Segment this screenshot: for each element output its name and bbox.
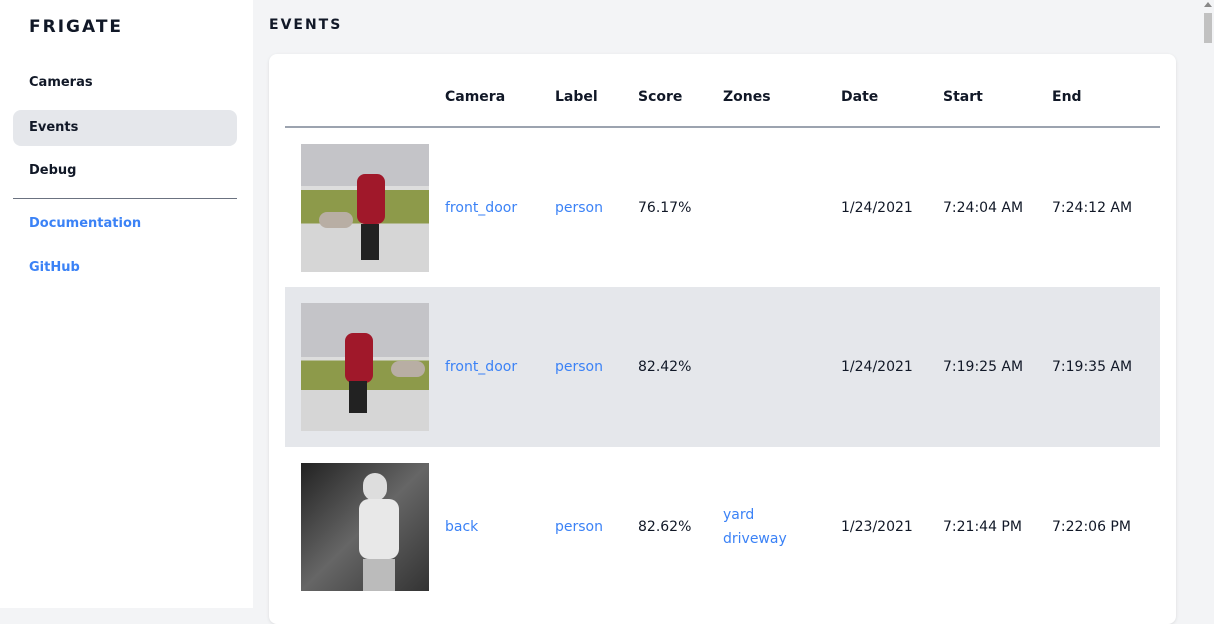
zone-link[interactable]: yard (723, 507, 755, 523)
event-thumbnail[interactable] (301, 463, 429, 591)
event-thumbnail[interactable] (301, 303, 429, 431)
date: 1/24/2021 (841, 199, 913, 216)
score: 76.17% (638, 199, 692, 216)
end-time: 7:19:35 AM (1052, 287, 1160, 447)
sidebar: FRIGATE Cameras Events Debug Documentati… (0, 0, 253, 608)
zones (723, 287, 841, 447)
label-link[interactable]: person (555, 287, 638, 447)
camera-link[interactable]: back (445, 519, 479, 535)
sidebar-item-debug[interactable]: Debug (29, 163, 77, 178)
documentation-link[interactable]: Documentation (29, 216, 142, 231)
scrollbar-thumb[interactable] (1204, 13, 1212, 43)
events-card: Camera Label Score Zones Date Start End … (269, 54, 1176, 624)
header-zones: Zones (723, 54, 841, 128)
sidebar-item-events[interactable]: Events (13, 110, 237, 146)
camera-link[interactable]: front_door (445, 199, 518, 216)
label-link[interactable]: person (555, 519, 603, 535)
end-time: 7:24:12 AM (1052, 199, 1133, 216)
scrollbar[interactable] (1202, 0, 1214, 608)
score: 82.62% (638, 519, 692, 535)
end-time: 7:22:06 PM (1052, 519, 1131, 535)
zone-link[interactable]: driveway (723, 531, 787, 547)
score: 82.42% (638, 287, 723, 447)
date: 1/24/2021 (841, 287, 943, 447)
scroll-up-icon[interactable] (1204, 2, 1212, 7)
header-thumbnail (285, 54, 445, 128)
header-start: Start (943, 54, 1052, 128)
header-camera: Camera (445, 54, 555, 128)
start-time: 7:21:44 PM (943, 519, 1022, 535)
app-logo: FRIGATE (29, 17, 124, 37)
github-link[interactable]: GitHub (29, 260, 80, 275)
header-score: Score (638, 54, 723, 128)
date: 1/23/2021 (841, 519, 913, 535)
camera-link[interactable]: front_door (445, 287, 555, 447)
label-link[interactable]: person (555, 199, 603, 216)
start-time: 7:24:04 AM (943, 199, 1024, 216)
sidebar-item-cameras[interactable]: Cameras (29, 75, 93, 90)
table-row[interactable]: back person 82.62% yard driveway 1/23/202… (285, 447, 1160, 607)
table-row[interactable]: front_door person 76.17% 1/24/2021 7:24:… (285, 127, 1160, 287)
event-thumbnail[interactable] (301, 143, 429, 272)
header-label: Label (555, 54, 638, 128)
events-table: Camera Label Score Zones Date Start End … (285, 54, 1160, 607)
zones (723, 127, 841, 287)
page-title: EVENTS (269, 17, 343, 33)
zones: yard driveway (723, 447, 841, 607)
table-header: Camera Label Score Zones Date Start End (285, 54, 1160, 128)
sidebar-divider (13, 198, 237, 199)
start-time: 7:19:25 AM (943, 287, 1052, 447)
header-date: Date (841, 54, 943, 128)
table-row[interactable]: front_door person 82.42% 1/24/2021 7:19:… (285, 287, 1160, 447)
header-end: End (1052, 54, 1160, 128)
